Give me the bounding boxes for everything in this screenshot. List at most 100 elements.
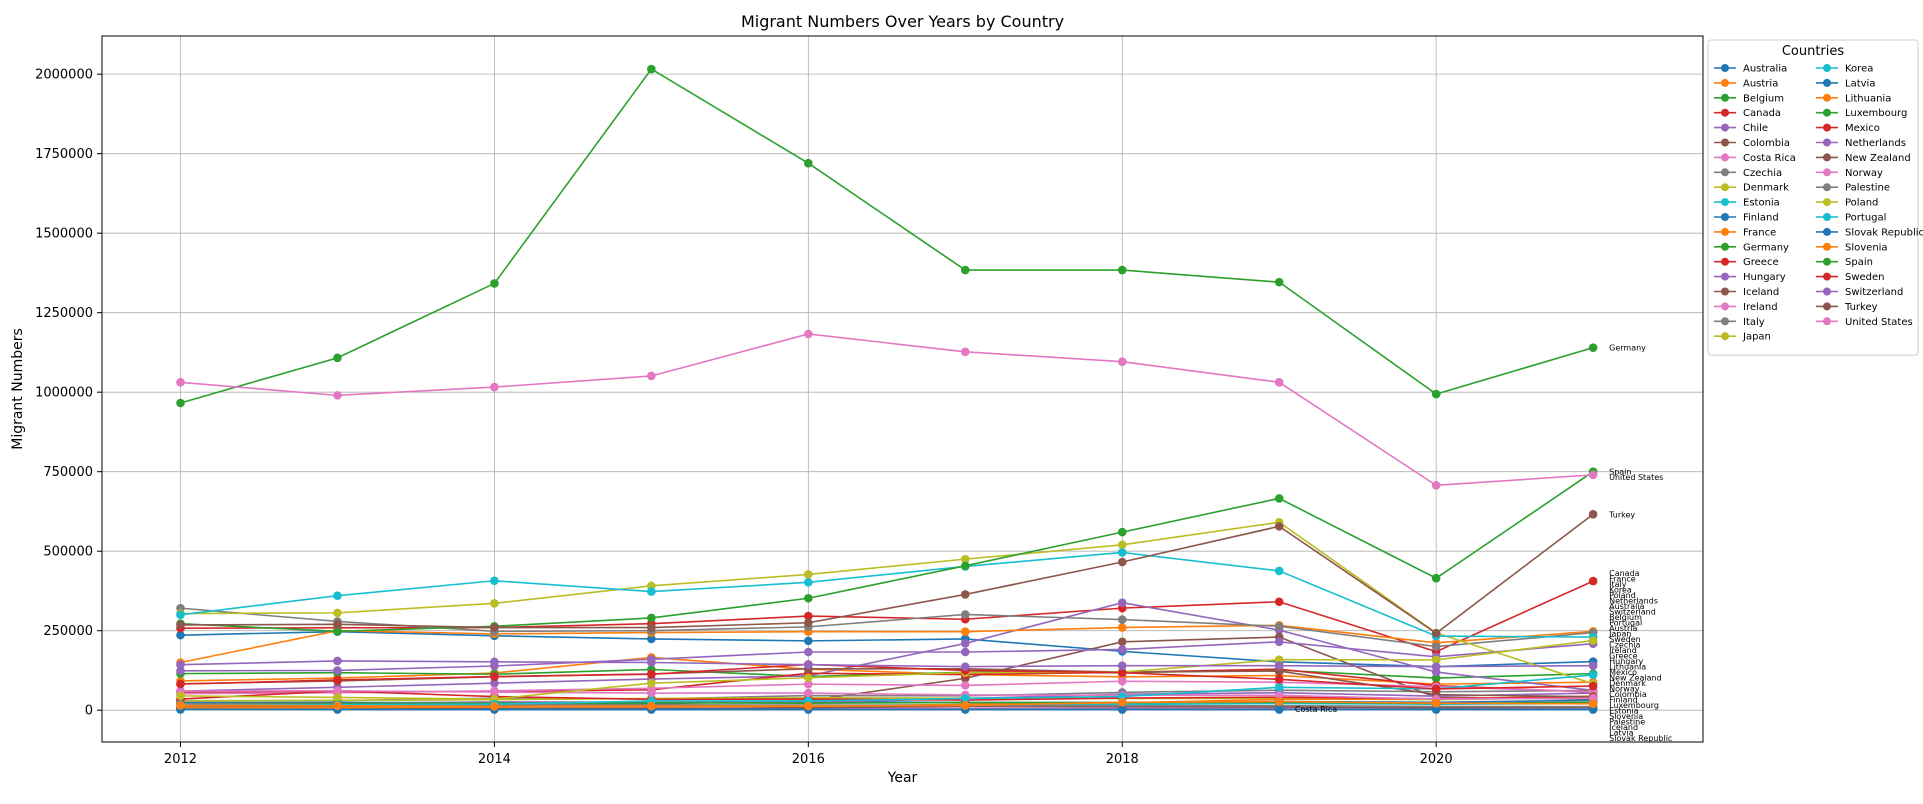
legend-swatch-marker <box>1721 332 1729 340</box>
inline-label: Costa Rica <box>1295 705 1337 714</box>
data-point <box>1275 278 1284 287</box>
data-point <box>1118 528 1127 537</box>
data-point <box>1118 677 1127 686</box>
data-point <box>804 702 813 711</box>
data-point <box>490 672 499 681</box>
data-point <box>333 354 342 363</box>
legend-swatch-marker <box>1823 183 1831 191</box>
legend-swatch-marker <box>1823 64 1831 72</box>
data-point <box>647 658 656 667</box>
legend-label: Japan <box>1742 332 1771 343</box>
legend-swatch-marker <box>1823 198 1831 206</box>
data-point <box>1275 597 1284 606</box>
data-point <box>1275 622 1284 631</box>
data-point <box>961 701 970 710</box>
legend-box <box>1708 40 1918 355</box>
data-point <box>1589 700 1598 709</box>
data-point <box>1589 661 1598 670</box>
legend-swatch-marker <box>1823 139 1831 147</box>
data-point <box>1275 567 1284 576</box>
legend-swatch-marker <box>1721 317 1729 325</box>
data-point <box>647 623 656 632</box>
legend-label: Belgium <box>1743 93 1784 104</box>
data-point <box>1118 541 1127 550</box>
chart-title: Migrant Numbers Over Years by Country <box>741 12 1064 31</box>
legend-swatch-marker <box>1721 124 1729 132</box>
x-tick-label: 2020 <box>1420 752 1453 767</box>
data-point <box>1589 636 1598 645</box>
legend-swatch-marker <box>1823 317 1831 325</box>
data-point <box>1275 522 1284 531</box>
legend-label: Finland <box>1743 213 1779 224</box>
data-point <box>1275 705 1284 714</box>
legend-swatch-marker <box>1823 213 1831 221</box>
legend-swatch-marker <box>1721 243 1729 251</box>
y-axis-label: Migrant Numbers <box>10 328 26 450</box>
data-point <box>961 590 970 599</box>
data-point <box>176 680 185 689</box>
y-tick-label: 500000 <box>43 545 93 560</box>
legend-swatch-marker <box>1721 94 1729 102</box>
data-point <box>1432 662 1441 671</box>
legend-label: Korea <box>1845 64 1873 75</box>
legend-label: Canada <box>1743 108 1781 119</box>
legend-label: Czechia <box>1743 168 1782 179</box>
data-point <box>1275 675 1284 684</box>
legend-label: Costa Rica <box>1743 153 1796 164</box>
data-point <box>647 702 656 711</box>
data-point <box>1118 661 1127 670</box>
y-tick-label: 1250000 <box>35 306 93 321</box>
legend-label: Slovenia <box>1845 242 1888 253</box>
data-point <box>1275 378 1284 387</box>
legend-swatch-marker <box>1823 243 1831 251</box>
x-tick-label: 2012 <box>164 752 197 767</box>
data-point <box>961 648 970 657</box>
data-point <box>1118 548 1127 557</box>
data-point <box>961 627 970 636</box>
data-point <box>1118 705 1127 714</box>
data-point <box>1432 574 1441 583</box>
y-tick-label: 1750000 <box>35 147 93 162</box>
data-point <box>333 701 342 710</box>
legend-label: Turkey <box>1844 302 1878 313</box>
legend-label: France <box>1743 227 1776 238</box>
data-point <box>1275 661 1284 670</box>
data-point <box>804 689 813 698</box>
legend-label: Colombia <box>1743 138 1790 149</box>
data-point <box>804 570 813 579</box>
data-point <box>333 657 342 666</box>
data-point <box>490 599 499 608</box>
legend-swatch-marker <box>1721 258 1729 266</box>
legend-swatch-marker <box>1721 302 1729 310</box>
legend-swatch-marker <box>1721 228 1729 236</box>
data-point <box>647 689 656 698</box>
legend-swatch-marker <box>1721 168 1729 176</box>
y-tick-label: 250000 <box>43 624 93 639</box>
data-point <box>176 660 185 669</box>
legend-swatch-marker <box>1721 139 1729 147</box>
data-point <box>1432 642 1441 651</box>
data-point <box>176 692 185 701</box>
data-point <box>333 620 342 629</box>
legend-label: Mexico <box>1845 123 1880 134</box>
legend-label: United States <box>1845 317 1913 328</box>
legend-swatch-marker <box>1721 153 1729 161</box>
data-point <box>804 330 813 339</box>
legend-swatch-marker <box>1823 273 1831 281</box>
legend-label: Australia <box>1743 64 1787 75</box>
x-tick-label: 2014 <box>478 752 511 767</box>
data-point <box>490 576 499 585</box>
data-point <box>1118 645 1127 654</box>
data-point <box>1589 510 1598 519</box>
data-point <box>490 623 499 632</box>
legend-label: Iceland <box>1743 287 1779 298</box>
data-point <box>804 637 813 646</box>
y-tick-label: 0 <box>85 704 93 719</box>
legend-label: Poland <box>1845 198 1878 209</box>
data-point <box>961 681 970 690</box>
data-point <box>333 666 342 675</box>
data-point <box>1118 357 1127 366</box>
legend-label: Greece <box>1743 257 1779 268</box>
x-tick-label: 2018 <box>1106 752 1139 767</box>
